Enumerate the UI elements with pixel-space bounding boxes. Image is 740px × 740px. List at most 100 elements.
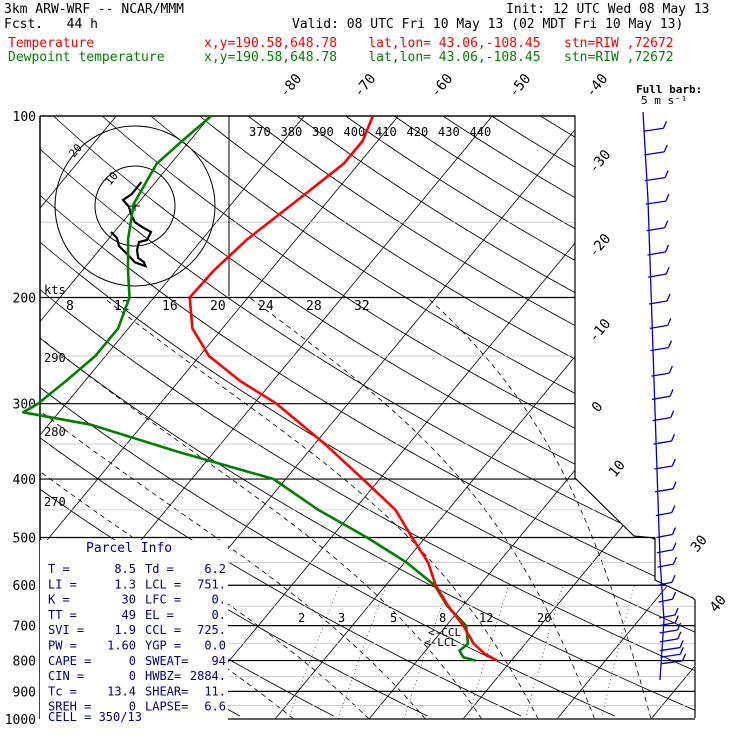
wind-barbs [642,111,687,681]
wind-barb-flag [664,244,670,253]
isotherm-label: -20 [586,231,615,261]
wind-barb-unit: 5 m s⁻¹ [641,94,687,107]
wind-barb-flag [671,574,676,583]
parcel-label: LFC = [145,593,181,607]
pressure-tick-label: 400 [13,473,36,488]
mixing-ratio-line [337,585,387,719]
mixing-ratio-line [288,585,340,719]
wind-barb-flag [670,433,676,442]
pressure-tick-label: 100 [13,110,36,125]
dry-adiabat-line [394,116,695,717]
moist-adiabat-line [40,297,426,719]
wind-barb [654,465,673,470]
isotherm-label: 0 [589,399,607,416]
wind-barb-flag [667,318,672,326]
dry-adiabat-line [40,116,695,717]
parcel-value: 1.9 [114,623,136,637]
wind-barb [655,512,672,517]
init-time: Init: 12 UTC Wed 08 May 13 [506,2,710,17]
wind-barb [653,440,672,445]
wind-barb-flag [672,542,677,550]
wind-barb [650,347,669,352]
forecast-hour: Fcst. 44 h [4,17,98,32]
parcel-value: 751. [197,577,226,591]
wind-barb-title: Full barb: [636,83,702,96]
wind-barb [658,614,676,619]
dry-adiabat-line [101,116,695,717]
parcel-label: SHEAR= [145,684,188,698]
parcel-label: PW = [48,639,77,653]
dry-adiabat-line [296,116,695,717]
model-title: 3km ARW-WRF -- NCAR/MMM [4,2,185,17]
mixing-ratio-label: 8 [439,611,446,625]
wind-barb-flag [671,458,676,467]
pressure-tick-label: 900 [13,685,36,700]
hodograph-speed-tick: 24 [258,299,274,314]
moist-adiabat-line [40,297,370,719]
parcel-label: CIN = [48,669,84,683]
parcel-value: 13.4 [107,684,136,698]
wind-barb-flag [662,121,668,129]
wind-barb-flag [674,607,679,616]
ccl-marker: <-CCL [428,626,461,639]
moist-adiabat-line [40,297,483,719]
mixing-ratio-label: 3 [338,611,345,625]
parcel-cell: CELL = 350/13 [48,710,142,724]
parcel-label: SVI = [48,623,84,637]
wind-barb [648,300,668,305]
wind-barb-flag [664,170,669,178]
parcel-value: 0. [212,593,226,607]
wind-barb-flag [668,365,673,374]
parcel-label: TT = [48,608,77,622]
mixing-ratio-line [467,585,509,719]
wind-barb [659,621,676,627]
pressure-tick-label: 1000 [5,713,36,728]
parcel-value: 11. [204,684,226,698]
theta-label: 410 [375,125,397,139]
wind-barb [659,629,678,634]
wind-barb-flag [674,615,679,623]
parcel-label: LI = [48,577,77,591]
dry-adiabat-line [345,116,695,717]
isotherm-label: -70 [351,71,380,101]
wind-barb [651,395,671,400]
wind-barb-flag [677,631,682,640]
isotherm-label: -30 [586,147,615,177]
parcel-label: Tc = [48,684,77,698]
isotherm-line [40,116,211,719]
mixing-ratio-label: 20 [537,611,551,625]
wind-barb [660,646,681,652]
dewpoint-legend: Dewpoint temperature [8,50,165,65]
wind-barb [656,533,673,539]
wind-barb [646,227,665,232]
parcel-value: 0 [129,700,136,714]
mixing-ratio-line [601,585,635,719]
moist-adiabat-line [103,297,539,719]
parcel-box [40,540,228,728]
isotherm-label: 10 [606,457,629,480]
isotherm-label: -10 [586,316,615,346]
moist-adiabat-line [427,297,652,719]
temperature-legend: Temperature [8,36,95,51]
parcel-label: CCL = [145,623,181,637]
parcel-label: Td = [145,562,174,576]
parcel-value: 30 [122,593,136,607]
wind-barb-flag [671,505,676,513]
moist-adiabat-line [249,297,595,719]
wind-barb-flag [666,293,671,302]
wind-barb-flag [664,220,669,229]
wind-barb-flag [671,527,677,535]
parcel-value: 49 [122,608,136,622]
wind-barb [657,581,673,586]
wind-barb-flag [669,389,674,397]
wind-barb-flag [665,266,670,275]
wind-barb-flag [671,591,677,600]
dewpoint-profile [21,115,477,662]
pressure-tick-label: 200 [13,292,36,307]
wind-staff-line [642,111,665,681]
wind-barb [647,251,666,256]
pressure-tick-label: 700 [13,620,36,635]
lcl-marker: <-LCL [424,636,457,649]
location-info-green: x,y=190.58,648.78 lat,lon= 43.06,-108.45… [204,50,674,65]
